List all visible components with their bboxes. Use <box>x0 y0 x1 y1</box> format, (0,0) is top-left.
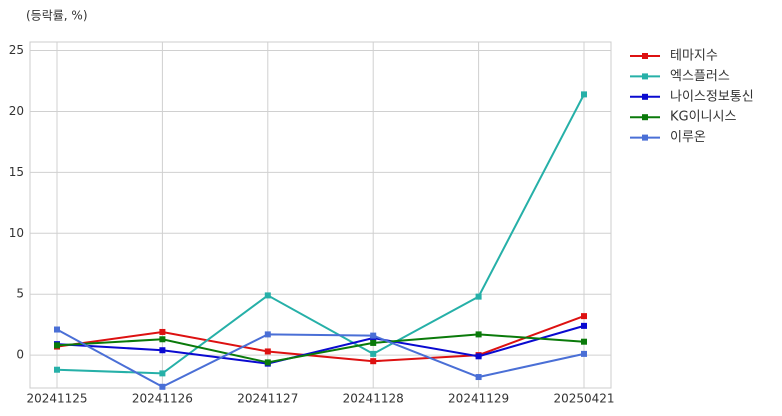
point-marker <box>370 358 377 365</box>
point-marker <box>370 332 377 339</box>
point-marker <box>264 359 271 366</box>
x-tick-label: 20250421 <box>553 392 614 406</box>
legend-swatch-marker <box>642 73 648 80</box>
point-marker <box>475 374 482 381</box>
series-line <box>56 328 585 388</box>
point-marker <box>159 328 166 335</box>
point-marker <box>54 366 60 373</box>
y-tick-label: 0 <box>16 348 24 362</box>
legend-swatch-marker <box>642 114 648 121</box>
point-marker <box>581 313 587 320</box>
y-tick-label: 15 <box>9 165 24 179</box>
point-marker <box>159 336 166 343</box>
point-marker <box>159 347 166 354</box>
y-tick-label: 20 <box>9 104 24 118</box>
series-line <box>56 333 585 364</box>
y-tick-label: 5 <box>16 287 24 301</box>
x-tick-label: 20241129 <box>448 392 509 406</box>
y-tick-label: 25 <box>9 43 24 57</box>
legend-label: 나이스정보통신 <box>670 89 754 104</box>
point-marker <box>264 348 271 355</box>
y-axis-label: (등락률, %) <box>26 9 88 23</box>
x-tick-label: 20241128 <box>343 392 404 406</box>
point-marker <box>54 342 60 349</box>
point-marker <box>264 331 271 338</box>
point-marker <box>159 370 166 377</box>
x-tick-label: 20241126 <box>132 392 193 406</box>
series-line <box>56 315 585 363</box>
legend-swatch-marker <box>642 134 648 141</box>
point-marker <box>475 353 482 360</box>
legend-label: 이루온 <box>670 130 706 145</box>
point-marker <box>370 350 377 357</box>
point-marker <box>475 331 482 338</box>
point-marker <box>54 326 60 333</box>
series-line <box>56 324 585 365</box>
legend-swatch-marker <box>642 53 648 59</box>
legend-swatch-marker <box>642 93 648 100</box>
point-marker <box>370 339 377 346</box>
legend-label: KG이니시스 <box>670 110 736 125</box>
point-marker <box>581 322 587 329</box>
point-marker <box>475 293 482 300</box>
series-line <box>56 93 585 375</box>
legend-label: 엑스플러스 <box>670 69 730 84</box>
y-tick-label: 10 <box>9 226 24 240</box>
plot-frame <box>29 41 612 389</box>
point-marker <box>581 350 587 357</box>
point-marker <box>159 383 166 390</box>
x-tick-label: 20241127 <box>237 392 298 406</box>
point-marker <box>264 292 271 299</box>
legend-label: 테마지수 <box>670 49 718 64</box>
point-marker <box>581 338 587 345</box>
x-tick-label: 20241125 <box>26 392 87 406</box>
point-marker <box>581 91 587 98</box>
